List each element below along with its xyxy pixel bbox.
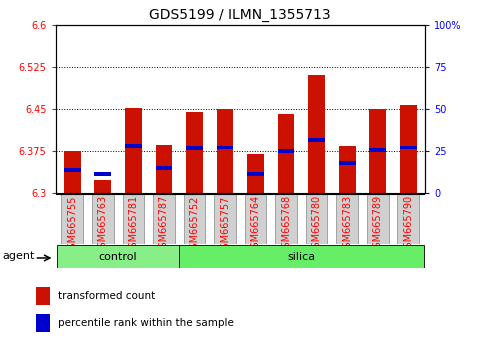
Text: GSM665790: GSM665790	[403, 195, 413, 254]
Text: control: control	[99, 252, 138, 262]
Bar	[308, 75, 325, 193]
Text: GSM665789: GSM665789	[373, 195, 383, 254]
FancyBboxPatch shape	[153, 194, 175, 244]
Bar	[125, 108, 142, 193]
Bar	[400, 145, 417, 149]
FancyBboxPatch shape	[245, 194, 267, 244]
Bar	[308, 138, 325, 142]
Bar	[369, 148, 386, 152]
FancyBboxPatch shape	[367, 194, 388, 244]
Text: GSM665755: GSM665755	[67, 195, 77, 255]
FancyBboxPatch shape	[184, 194, 205, 244]
Bar	[156, 166, 172, 170]
Bar	[186, 146, 203, 150]
Bar	[217, 109, 233, 193]
Bar	[186, 112, 203, 193]
Text: GSM665787: GSM665787	[159, 195, 169, 255]
Bar	[156, 145, 172, 193]
Bar	[278, 149, 295, 153]
FancyBboxPatch shape	[336, 194, 358, 244]
FancyBboxPatch shape	[275, 194, 297, 244]
FancyBboxPatch shape	[306, 194, 327, 244]
Bar	[247, 154, 264, 193]
Text: GSM665783: GSM665783	[342, 195, 352, 254]
Text: GSM665763: GSM665763	[98, 195, 108, 254]
FancyBboxPatch shape	[57, 245, 179, 268]
Text: silica: silica	[287, 252, 315, 262]
Text: GSM665764: GSM665764	[251, 195, 260, 254]
Bar	[217, 145, 233, 149]
Bar	[36, 287, 50, 305]
Bar	[95, 180, 111, 193]
Title: GDS5199 / ILMN_1355713: GDS5199 / ILMN_1355713	[149, 8, 331, 22]
Text: agent: agent	[3, 251, 35, 261]
FancyBboxPatch shape	[398, 194, 419, 244]
FancyBboxPatch shape	[179, 245, 424, 268]
FancyBboxPatch shape	[61, 194, 83, 244]
Text: transformed count: transformed count	[57, 291, 155, 301]
Bar	[36, 314, 50, 332]
FancyBboxPatch shape	[214, 194, 236, 244]
Text: GSM665768: GSM665768	[281, 195, 291, 254]
Bar	[125, 144, 142, 148]
Text: percentile rank within the sample: percentile rank within the sample	[57, 318, 233, 328]
Text: GSM665752: GSM665752	[189, 195, 199, 255]
Bar	[339, 147, 355, 193]
Bar	[95, 172, 111, 176]
Bar	[369, 109, 386, 193]
FancyBboxPatch shape	[92, 194, 114, 244]
Bar	[64, 151, 81, 193]
Bar	[247, 172, 264, 176]
Bar	[64, 168, 81, 172]
Bar	[278, 114, 295, 193]
FancyBboxPatch shape	[123, 194, 144, 244]
Bar	[400, 105, 417, 193]
Text: GSM665780: GSM665780	[312, 195, 322, 254]
Bar	[339, 161, 355, 165]
Text: GSM665781: GSM665781	[128, 195, 139, 254]
Text: GSM665757: GSM665757	[220, 195, 230, 255]
